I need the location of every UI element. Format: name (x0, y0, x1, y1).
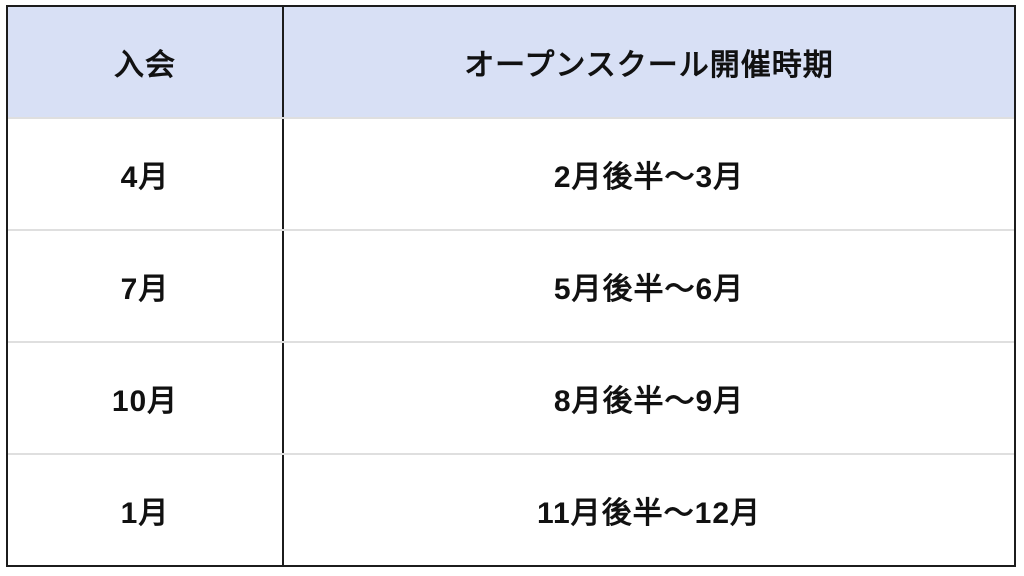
table-row: 4月 2月後半〜3月 (8, 117, 1014, 229)
header-cell-join: 入会 (8, 7, 284, 117)
table-row: 10月 8月後半〜9月 (8, 341, 1014, 453)
table-row: 7月 5月後半〜6月 (8, 229, 1014, 341)
cell-join-month: 10月 (8, 343, 284, 453)
cell-open-school-period: 5月後半〜6月 (553, 273, 745, 306)
cell-join-month: 7月 (8, 231, 284, 341)
open-school-schedule-table: 入会 オープンスクール開催時期 4月 2月後半〜3月 7月 5月後半〜6月 10… (6, 5, 1016, 567)
table-header-row: 入会 オープンスクール開催時期 (8, 7, 1014, 117)
cell-open-school-period: 8月後半〜9月 (553, 385, 745, 418)
cell-open-school-period: 2月後半〜3月 (553, 161, 745, 194)
header-cell-open-school-period: オープンスクール開催時期 (464, 49, 834, 82)
cell-join-month: 1月 (8, 455, 284, 565)
cell-join-month: 4月 (8, 119, 284, 229)
table-row: 1月 11月後半〜12月 (8, 453, 1014, 565)
cell-open-school-period: 11月後半〜12月 (536, 497, 762, 530)
